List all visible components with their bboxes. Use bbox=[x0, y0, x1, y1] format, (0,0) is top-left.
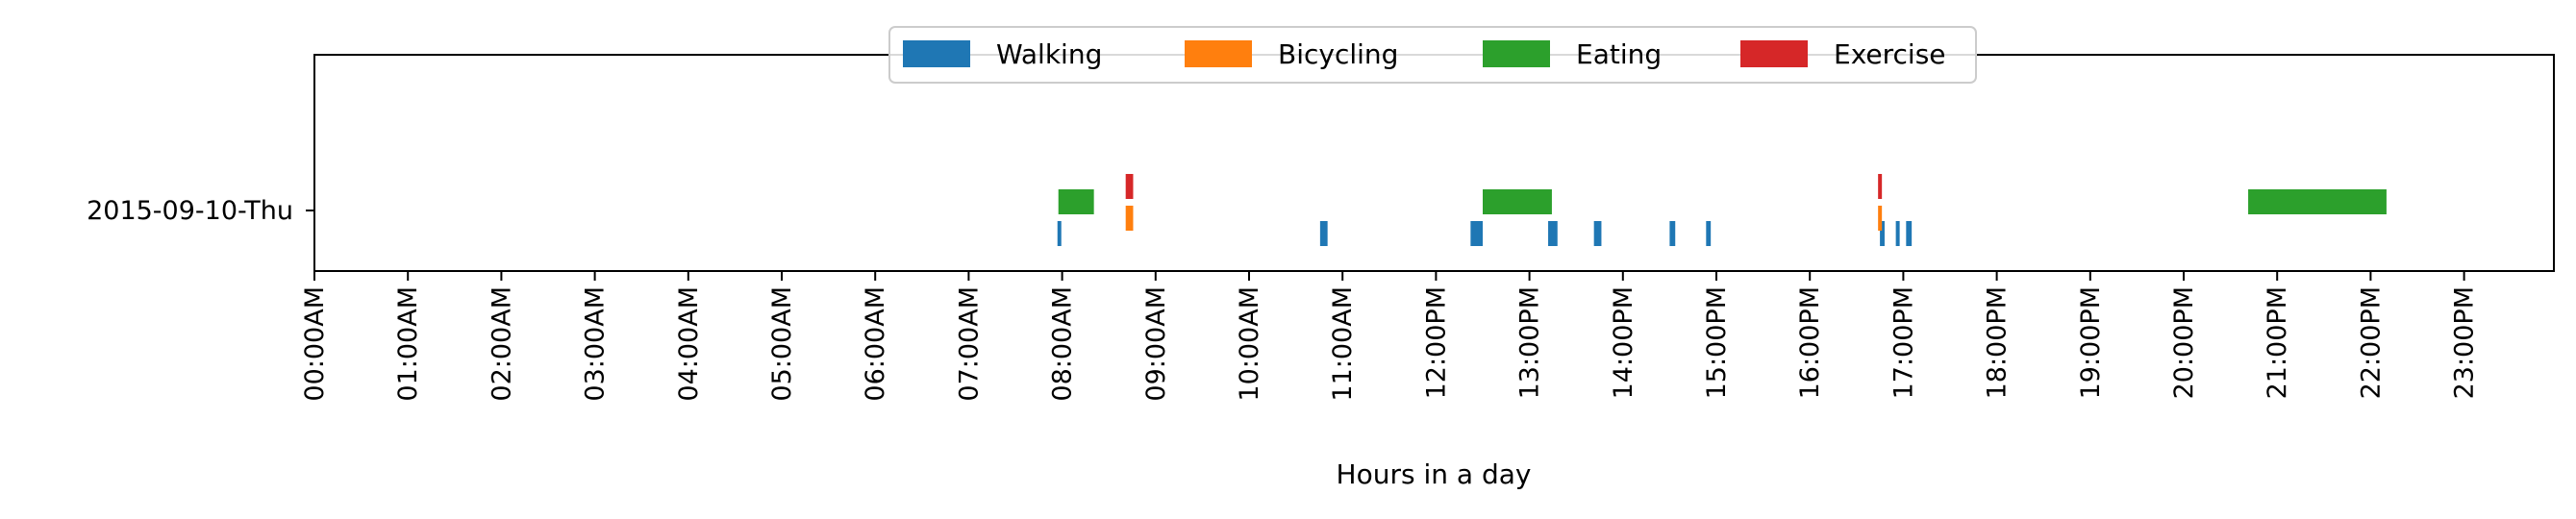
x-tick-label: 14:00PM bbox=[1609, 286, 1638, 399]
x-tick-label: 19:00PM bbox=[2076, 286, 2106, 399]
bar-eating bbox=[2248, 189, 2387, 214]
x-tick-label: 08:00AM bbox=[1048, 286, 1078, 402]
x-tick-label: 20:00PM bbox=[2169, 286, 2199, 399]
bar-exercise bbox=[1125, 174, 1134, 199]
legend-label-exercise: Exercise bbox=[1834, 38, 1946, 70]
x-tick-label: 02:00AM bbox=[487, 286, 516, 402]
bar-walking bbox=[1470, 221, 1483, 246]
bar-walking bbox=[1906, 221, 1913, 246]
bar-exercise bbox=[1878, 174, 1883, 199]
x-tick-label: 01:00AM bbox=[393, 286, 423, 402]
bar-walking bbox=[1895, 221, 1900, 246]
bar-walking bbox=[1669, 221, 1676, 246]
x-tick-label: 09:00AM bbox=[1141, 286, 1171, 402]
legend: Walking Bicycling Eating Exercise bbox=[888, 26, 1977, 84]
bar-eating bbox=[1483, 189, 1552, 214]
row-label: 2015-09-10-Thu bbox=[87, 196, 293, 226]
x-tick-label: 03:00AM bbox=[581, 286, 611, 402]
bar-walking bbox=[1319, 221, 1328, 246]
bar-walking bbox=[1057, 221, 1062, 246]
x-tick-label: 05:00AM bbox=[767, 286, 797, 402]
x-tick-label: 18:00PM bbox=[1983, 286, 2013, 399]
x-axis-label: Hours in a day bbox=[1337, 458, 1532, 490]
x-tick-label: 00:00AM bbox=[300, 286, 330, 402]
bar-eating bbox=[1058, 189, 1094, 214]
legend-swatch-exercise bbox=[1740, 40, 1808, 67]
x-tick-label: 12:00PM bbox=[1421, 286, 1451, 399]
x-tick-label: 22:00PM bbox=[2356, 286, 2386, 399]
bar-walking bbox=[1706, 221, 1712, 246]
x-tick-label: 06:00AM bbox=[861, 286, 890, 402]
x-tick-label: 13:00PM bbox=[1515, 286, 1545, 399]
bar-bicycling bbox=[1878, 206, 1883, 231]
bar-bicycling bbox=[1125, 206, 1134, 231]
bar-walking bbox=[1880, 221, 1885, 246]
x-tick-label: 10:00AM bbox=[1235, 286, 1264, 402]
x-tick-label: 11:00AM bbox=[1328, 286, 1358, 402]
legend-label-bicycling: Bicycling bbox=[1278, 38, 1398, 70]
x-tick-label: 21:00PM bbox=[2263, 286, 2292, 399]
x-tick-label: 23:00PM bbox=[2450, 286, 2480, 399]
legend-label-eating: Eating bbox=[1576, 38, 1662, 70]
bar-walking bbox=[1548, 221, 1558, 246]
x-tick-label: 15:00PM bbox=[1702, 286, 1732, 399]
legend-swatch-walking bbox=[903, 40, 970, 67]
x-tick-label: 17:00PM bbox=[1888, 286, 1918, 399]
x-tick-label: 04:00AM bbox=[674, 286, 704, 402]
legend-label-walking: Walking bbox=[996, 38, 1102, 70]
legend-box bbox=[888, 26, 1977, 84]
bar-walking bbox=[1593, 221, 1602, 246]
activity-bars bbox=[1057, 174, 2387, 246]
x-tick-label: 07:00AM bbox=[954, 286, 984, 402]
x-tick-label: 16:00PM bbox=[1795, 286, 1825, 399]
plot-frame bbox=[313, 54, 2555, 272]
legend-swatch-bicycling bbox=[1185, 40, 1252, 67]
legend-swatch-eating bbox=[1483, 40, 1550, 67]
x-axis: 00:00AM 01:00AM 02:00AM 03:00AM 04:00AM 05:00… bbox=[300, 271, 2480, 402]
